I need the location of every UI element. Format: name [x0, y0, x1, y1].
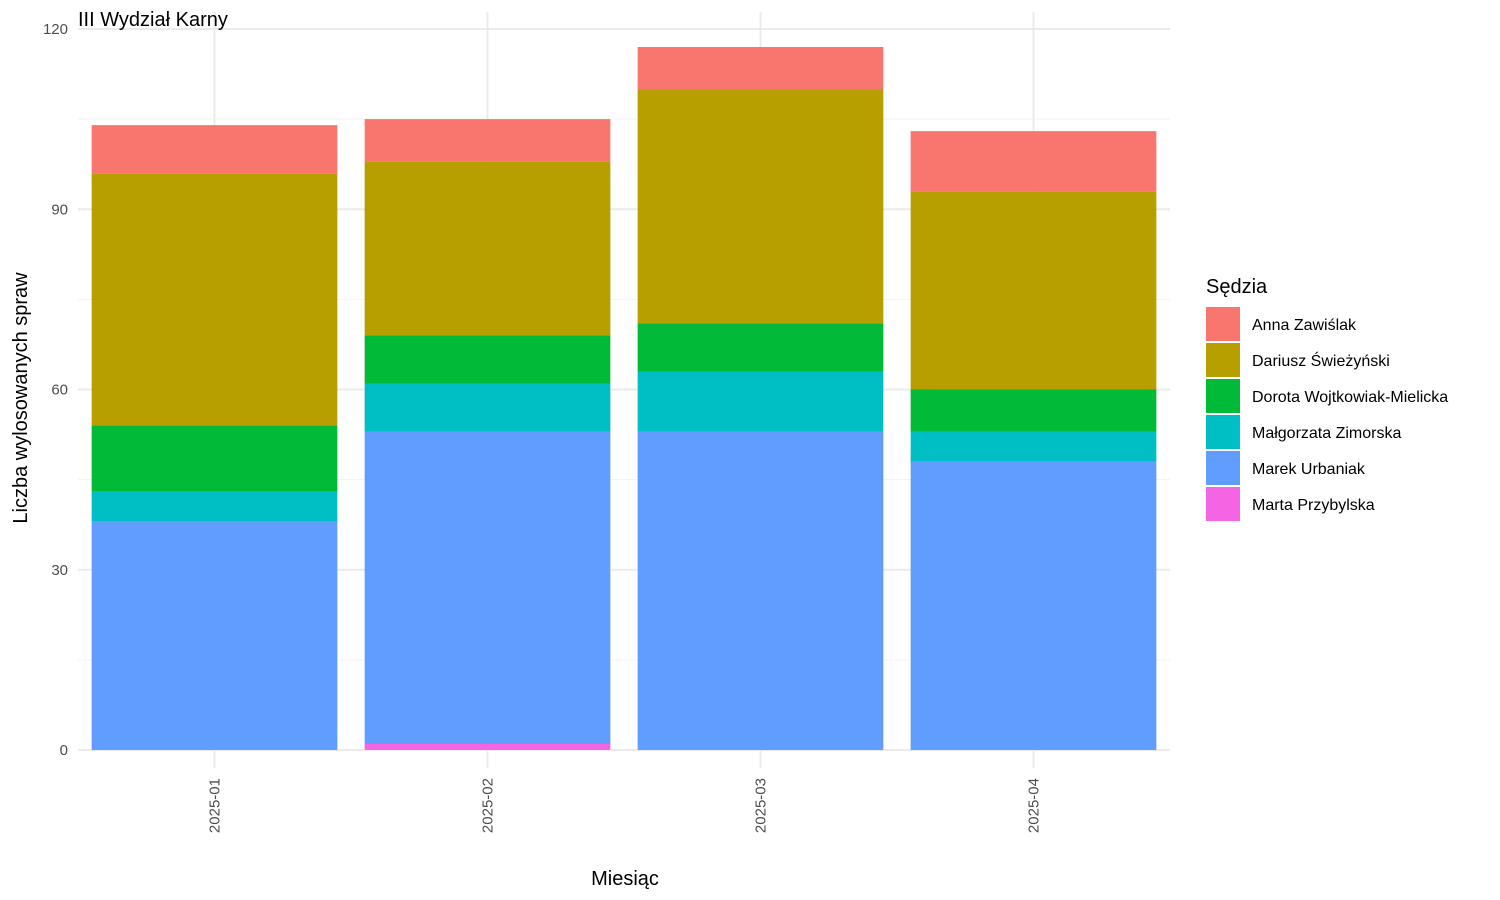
bar-segment	[364, 743, 611, 750]
legend-swatch	[1206, 307, 1240, 341]
legend-label: Marek Urbaniak	[1252, 461, 1366, 478]
x-axis-ticks: 2025-01 2025-02 2025-03 2025-04	[207, 778, 1043, 833]
bar-segment	[364, 119, 611, 162]
bar-segment	[910, 461, 1157, 750]
bar-segment	[91, 425, 338, 492]
x-tick-label: 2025-03	[753, 778, 770, 833]
y-axis-title: Liczba wylosowanych spraw	[10, 272, 32, 524]
bar-segment	[91, 173, 338, 426]
x-tick-label: 2025-04	[1026, 778, 1043, 833]
bar-segment	[637, 47, 884, 90]
legend-label: Dariusz Świeżyński	[1252, 351, 1390, 370]
bar-segment	[910, 431, 1157, 462]
legend-swatch	[1206, 343, 1240, 377]
bar-segment	[91, 491, 338, 522]
bar-segment	[91, 521, 338, 750]
x-axis-title: Miesiąc	[591, 868, 659, 890]
bar-segment	[637, 323, 884, 372]
legend-swatch	[1206, 451, 1240, 485]
bar-segment	[364, 335, 611, 384]
bar-segment	[91, 125, 338, 174]
legend-swatch	[1206, 379, 1240, 413]
legend-title: Sędzia	[1206, 276, 1268, 298]
y-tick-label: 0	[60, 742, 68, 759]
bar-segment	[364, 383, 611, 432]
bar-segment	[910, 389, 1157, 432]
legend-label: Małgorzata Zimorska	[1252, 425, 1401, 442]
bar-segment	[637, 431, 884, 750]
bar-segment	[637, 371, 884, 432]
bar-segment	[910, 131, 1157, 192]
legend-swatch	[1206, 415, 1240, 449]
y-axis-ticks: 0 30 60 90 120	[43, 21, 68, 759]
chart-title: III Wydział Karny	[78, 9, 228, 31]
bar-segment	[637, 89, 884, 324]
y-tick-label: 90	[51, 201, 68, 218]
bar-segment	[364, 431, 611, 744]
legend-label: Marta Przybylska	[1252, 497, 1375, 514]
x-tick-label: 2025-01	[207, 778, 224, 833]
legend-label: Anna Zawiślak	[1252, 317, 1357, 334]
legend-swatch	[1206, 487, 1240, 521]
bar-segment	[910, 191, 1157, 390]
x-tick-label: 2025-02	[480, 778, 497, 833]
legend-label: Dorota Wojtkowiak-Mielicka	[1252, 389, 1448, 406]
y-tick-label: 120	[43, 21, 68, 38]
legend: Sędzia Anna Zawiślak Dariusz Świeżyński Do…	[1206, 276, 1448, 521]
bars	[91, 47, 1157, 750]
bar-segment	[364, 161, 611, 336]
y-tick-label: 60	[51, 382, 68, 399]
y-tick-label: 30	[51, 562, 68, 579]
